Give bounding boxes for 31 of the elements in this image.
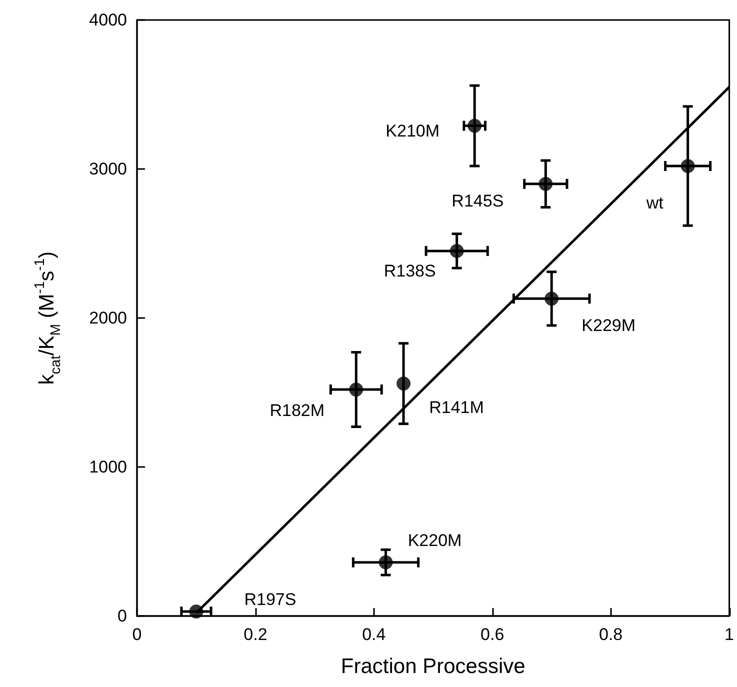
x-tick-label: 0.8 [599, 625, 623, 644]
x-axis-title: Fraction Processive [340, 655, 526, 678]
y-tick-label: 3000 [89, 160, 127, 178]
annotation: K229M [582, 316, 636, 336]
x-tick-label: 0.2 [244, 625, 268, 644]
annotation: wt [645, 194, 664, 213]
x-tick-label: 1 [724, 625, 734, 644]
annotation: R141M [429, 398, 484, 418]
point [349, 382, 364, 397]
annotation: K210M [386, 121, 440, 140]
point [544, 292, 559, 306]
point [468, 118, 482, 133]
point [680, 159, 695, 174]
point [189, 604, 204, 619]
x-tick-label: 0.6 [480, 625, 504, 644]
point [378, 555, 393, 570]
annotation: R182M [270, 401, 325, 420]
point [396, 376, 411, 391]
y-tick-label: 0 [118, 606, 127, 626]
annotation: R145S [452, 191, 504, 210]
point [538, 176, 553, 191]
y-tick-label: 2000 [89, 308, 127, 328]
text: kcat/KM (M-1s-1) [31, 251, 63, 385]
y-tick-label: 4000 [89, 10, 127, 30]
x-tick-label: 0.4 [362, 625, 386, 644]
annotation: K220M [408, 530, 462, 550]
x-tick-label: 0 [132, 625, 142, 644]
annotation: R138S [384, 261, 436, 280]
point [450, 244, 464, 258]
y-tick-label: 1000 [89, 458, 127, 476]
annotation: R197S [244, 590, 296, 610]
